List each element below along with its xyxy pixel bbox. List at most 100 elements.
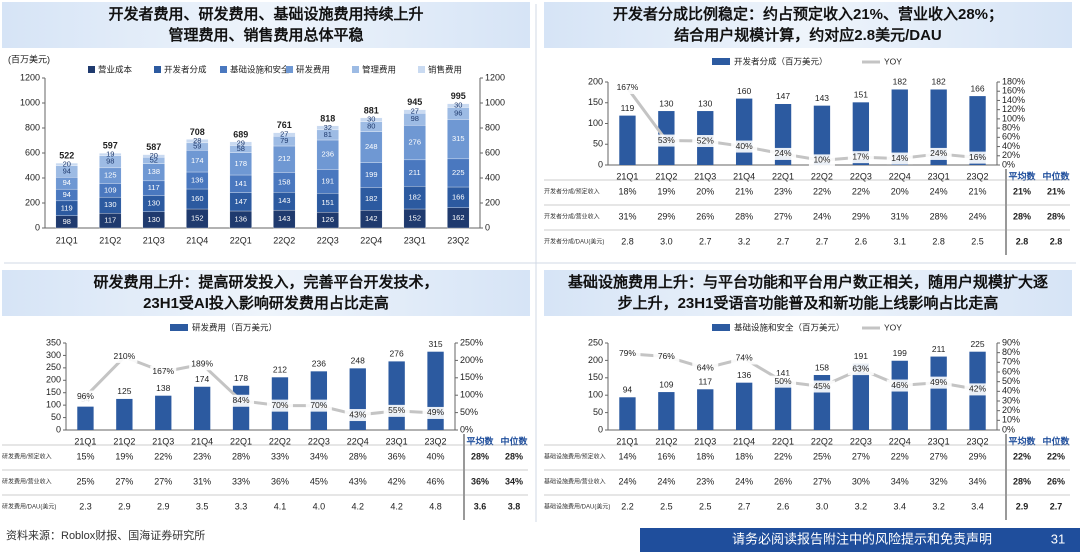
segment-label: 109 [104,185,117,194]
x-tick-label: 21Q4 [733,436,755,446]
x-tick-label: 21Q3 [694,171,716,181]
row-label: 基础设施费用/DAU(美元) [544,503,610,511]
segment-label: 117 [148,183,160,192]
tick-label: 250 [588,337,603,347]
segment-label: 315 [452,134,465,143]
table-cell: 2.6 [777,501,790,511]
tick-label: 0 [598,159,603,169]
x-tick-label: 21Q2 [655,171,677,181]
x-tick-label: 21Q2 [99,235,121,245]
label-bg [808,154,835,167]
x-tick-label: 21Q3 [143,235,165,245]
chart-title: 23H1受AI投入影响研发费用占比走高 [143,294,389,312]
table-cell: 22% [154,451,172,461]
tick-label: 100 [588,118,603,128]
segment-label: 98 [106,157,114,166]
x-tick-label: 22Q1 [772,436,794,446]
bar-label: 199 [893,348,907,358]
total-label: 522 [59,151,74,161]
table-cell: 14% [618,451,636,461]
tick-label: 180% [1002,76,1025,86]
line-label: 43% [349,409,366,419]
x-tick-label: 23Q2 [447,235,469,245]
segment-label: 199 [365,170,378,179]
tick-label: 120% [1002,104,1025,114]
label-bg [770,375,797,388]
segment-label: 147 [234,197,247,206]
table-cell: 3.2 [932,501,945,511]
segment-label: 32 [324,123,332,132]
table-cell: 36% [388,451,406,461]
bar [697,389,714,430]
label-bg [422,406,449,419]
legend-swatch [712,324,730,331]
label-bg [653,134,680,147]
line-label: 16% [969,152,986,162]
segment-label: 136 [234,214,247,223]
table-cell: 27% [115,476,133,486]
tick-label: 150% [460,372,483,382]
tick-label: 50% [460,407,478,417]
x-tick-label: 22Q1 [230,235,252,245]
bar-label: 174 [195,374,209,384]
title-bg [2,270,530,316]
legend-label: 基础设施和安全（百万美元） [734,322,845,332]
table-cell: 19% [657,186,675,196]
table-cell: 27% [154,476,172,486]
table-cell: 2.7 [816,236,829,246]
table-cell: 29% [969,451,987,461]
x-tick-label: 22Q1 [230,436,252,446]
tick-label: 160% [1002,86,1025,96]
x-tick-label: 22Q2 [269,436,291,446]
label-bg [886,152,913,165]
bar [891,360,908,430]
bar [232,385,250,430]
tick-label: 200 [46,375,61,385]
bar [116,398,133,430]
table-cell: 40% [427,451,445,461]
bar-label: 130 [659,98,673,108]
legend-label: YOY [884,56,902,66]
total-label: 708 [190,127,205,137]
table-cell: 28% [349,451,367,461]
line-label: 167% [152,366,174,376]
tick-label: 0 [598,424,603,434]
chart-title: 管理费用、销售费用总体平稳 [168,26,363,44]
segment-label: 19 [106,149,114,158]
line-label: 49% [930,377,947,387]
label-bg [305,399,332,412]
table-summary: 26% [1047,476,1065,486]
bar-segment [55,162,78,166]
table-summary: 28% [1047,211,1065,221]
segment-label: 162 [452,213,465,222]
table-summary: 3.8 [508,501,521,511]
bar-label: 248 [351,356,365,366]
label-bg [614,81,641,94]
table-summary: 36% [471,476,489,486]
total-label: 689 [233,129,248,139]
segment-label: 98 [411,114,419,123]
page-number: 31 [1051,531,1065,546]
segment-label: 143 [278,214,291,223]
total-label: 761 [277,120,292,130]
row-label: 基础设施费用/营业收入 [544,478,606,486]
table-cell: 33% [232,476,250,486]
tick-label: 0 [35,222,40,232]
total-label: 881 [364,105,379,115]
label-bg [189,358,216,371]
label-bg [770,147,797,160]
legend-label: 开发者分成（百万美元） [734,56,828,66]
bar-segment [99,153,122,156]
table-header: 平均数 [466,435,494,446]
legend-label: 管理费用 [362,64,396,74]
table-cell: 31% [618,211,636,221]
table-cell: 18% [696,451,714,461]
label-bg [964,151,991,164]
tick-label: 1200 [485,72,505,82]
segment-label: 94 [63,190,71,199]
table-cell: 2.3 [79,501,92,511]
tick-label: 1200 [20,72,40,82]
line-label: 49% [427,407,444,417]
legend-label: 研发费用 [296,64,330,74]
